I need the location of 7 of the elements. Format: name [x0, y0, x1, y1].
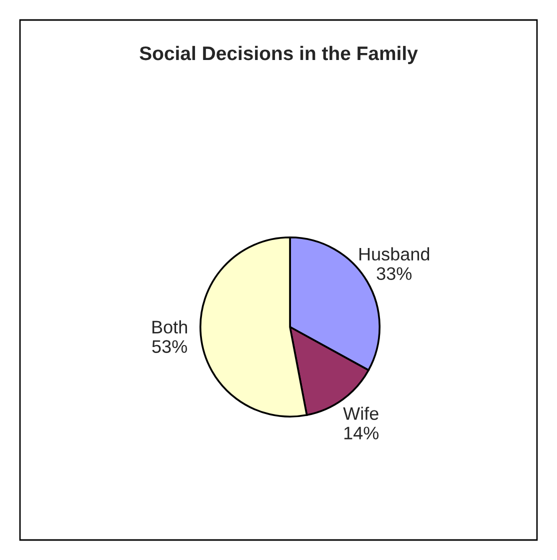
data-label: 33%: [376, 267, 412, 280]
slice-label: Wife: [343, 406, 378, 420]
data-label: 14%: [344, 426, 379, 440]
data-label: 53%: [152, 340, 188, 353]
slice-label: Both: [152, 320, 187, 334]
slice-label: Husband: [359, 247, 430, 261]
chart-title: Social Decisions in the Family: [140, 46, 418, 64]
